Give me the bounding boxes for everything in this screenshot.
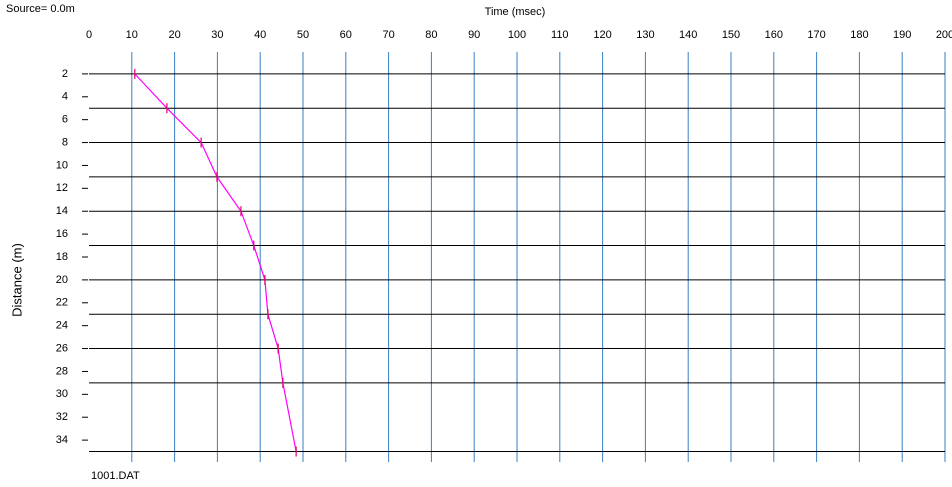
x-tick-label: 0: [86, 29, 92, 41]
source-label: Source= 0.0m: [6, 3, 75, 15]
x-tick-label: 50: [297, 29, 309, 41]
x-tick-label: 70: [382, 29, 394, 41]
y-tick-label: 16: [56, 228, 68, 240]
x-tick-label: 90: [468, 29, 480, 41]
first-break-line: [134, 73, 297, 452]
y-tick-label: 14: [56, 205, 68, 217]
x-tick-label: 130: [636, 29, 654, 41]
x-tick-label: 100: [508, 29, 526, 41]
x-tick-label: 150: [722, 29, 740, 41]
x-tick-label: 200: [936, 29, 952, 41]
x-tick-label: 110: [551, 29, 569, 41]
y-tick-label: 24: [56, 320, 68, 332]
y-tick-label: 20: [56, 274, 68, 286]
y-tick-label: 10: [56, 159, 68, 171]
x-tick-label: 140: [679, 29, 697, 41]
y-tick-label: 22: [56, 297, 68, 309]
x-axis-label: Time (msec): [485, 6, 546, 18]
y-axis-label: Distance (m): [9, 243, 24, 317]
y-tick-label: 2: [62, 68, 68, 80]
y-tick-label: 12: [56, 182, 68, 194]
y-tick-label: 18: [56, 251, 68, 263]
file-name: 1001.DAT: [91, 470, 140, 482]
x-tick-label: 160: [765, 29, 783, 41]
x-tick-label: 10: [126, 29, 138, 41]
x-tick-label: 120: [593, 29, 611, 41]
x-tick-label: 170: [807, 29, 825, 41]
y-tick-label: 26: [56, 342, 68, 354]
x-tick-label: 40: [254, 29, 266, 41]
y-tick-label: 8: [62, 136, 68, 148]
x-tick-label: 180: [850, 29, 868, 41]
y-tick-label: 32: [56, 411, 68, 423]
y-tick-label: 28: [56, 365, 68, 377]
y-tick-label: 6: [62, 114, 68, 126]
y-tick-label: 4: [62, 91, 68, 103]
y-tick-label: 34: [56, 434, 68, 446]
y-tick-label: 30: [56, 388, 68, 400]
x-tick-label: 30: [211, 29, 223, 41]
x-tick-label: 20: [168, 29, 180, 41]
x-tick-label: 80: [425, 29, 437, 41]
x-tick-label: 190: [893, 29, 911, 41]
x-tick-label: 60: [340, 29, 352, 41]
